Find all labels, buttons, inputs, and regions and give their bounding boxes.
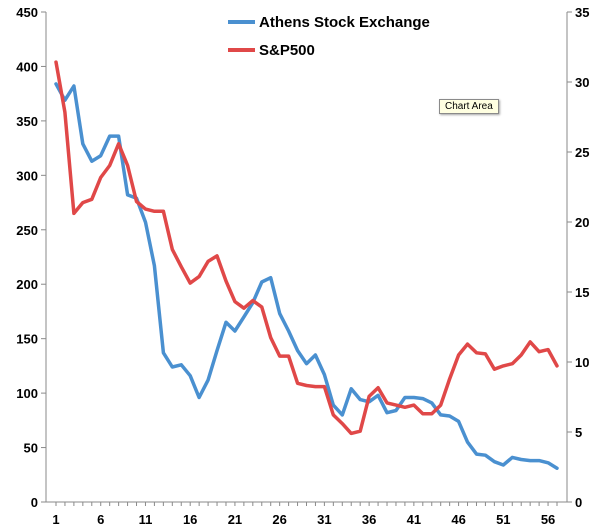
left-tick-label: 250 [16,223,38,238]
series-line-athens [54,82,559,470]
right-tick-label: 25 [575,145,589,160]
left-tick-label: 100 [16,386,38,401]
x-tick-label: 1 [52,512,59,527]
x-tick-label: 26 [272,512,286,527]
chart-area-tooltip: Chart Area [439,99,499,114]
right-tick-label: 30 [575,75,589,90]
x-tick-label: 16 [183,512,197,527]
left-tick-label: 300 [16,168,38,183]
x-tick-label: 41 [407,512,421,527]
right-tick-label: 5 [575,425,582,440]
x-tick-label: 6 [97,512,104,527]
right-tick-label: 0 [575,495,582,510]
x-tick-label: 21 [228,512,242,527]
x-tick-label: 31 [317,512,331,527]
x-tick-label: 11 [139,512,153,527]
x-tick-label: 36 [362,512,376,527]
left-tick-label: 50 [24,441,38,456]
right-tick-label: 15 [575,285,589,300]
right-tick-label: 20 [575,215,589,230]
left-tick-label: 450 [16,5,38,20]
left-tick-label: 0 [31,495,38,510]
left-tick-label: 350 [16,114,38,129]
legend-label: Athens Stock Exchange [259,14,430,31]
right-tick-label: 10 [575,355,589,370]
x-tick-label: 51 [496,512,510,527]
series-line-sp500 [54,60,559,436]
x-tick-label: 56 [541,512,555,527]
left-tick-label: 150 [16,332,38,347]
legend-label: S&P500 [259,42,315,59]
left-tick-label: 200 [16,277,38,292]
left-tick-label: 400 [16,59,38,74]
right-tick-label: 35 [575,5,589,20]
x-tick-label: 46 [451,512,465,527]
